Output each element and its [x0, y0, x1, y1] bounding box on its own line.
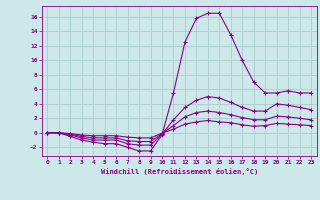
- X-axis label: Windchill (Refroidissement éolien,°C): Windchill (Refroidissement éolien,°C): [100, 168, 258, 175]
